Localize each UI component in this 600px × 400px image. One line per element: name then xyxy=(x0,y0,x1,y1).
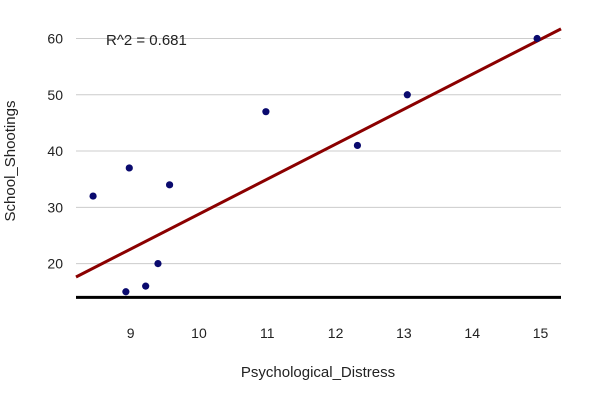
x-tick-label: 13 xyxy=(396,325,412,341)
x-tick-labels: 9 10 11 12 13 14 15 xyxy=(127,325,549,341)
x-tick-label: 12 xyxy=(328,325,344,341)
y-tick-label: 20 xyxy=(47,256,63,272)
data-point xyxy=(142,282,150,290)
y-tick-labels: 20 30 40 50 60 xyxy=(47,31,63,272)
data-point xyxy=(353,141,362,150)
data-point xyxy=(122,288,130,296)
x-tick-label: 15 xyxy=(533,325,549,341)
y-axis-title: School_Shootings xyxy=(2,101,19,222)
data-points xyxy=(89,34,541,296)
r-squared-annotation: R^2 = 0.681 xyxy=(106,32,187,49)
x-tick-label: 9 xyxy=(127,325,135,341)
y-gridlines xyxy=(76,38,561,265)
y-tick-label: 40 xyxy=(47,143,63,159)
data-point xyxy=(154,260,162,268)
data-point xyxy=(262,108,270,116)
y-tick-label: 30 xyxy=(47,199,63,215)
data-point xyxy=(89,192,97,200)
data-point xyxy=(125,164,133,172)
x-tick-label: 10 xyxy=(191,325,207,341)
data-point xyxy=(533,34,541,43)
x-axis-title: Psychological_Distress xyxy=(241,364,395,381)
trendline xyxy=(75,27,562,279)
data-point xyxy=(165,181,174,189)
x-tick-label: 14 xyxy=(464,325,480,341)
trendline-group xyxy=(75,27,562,279)
data-point xyxy=(403,91,411,99)
x-tick-label: 11 xyxy=(260,325,275,341)
y-tick-label: 60 xyxy=(47,31,63,47)
y-tick-label: 50 xyxy=(47,87,63,103)
